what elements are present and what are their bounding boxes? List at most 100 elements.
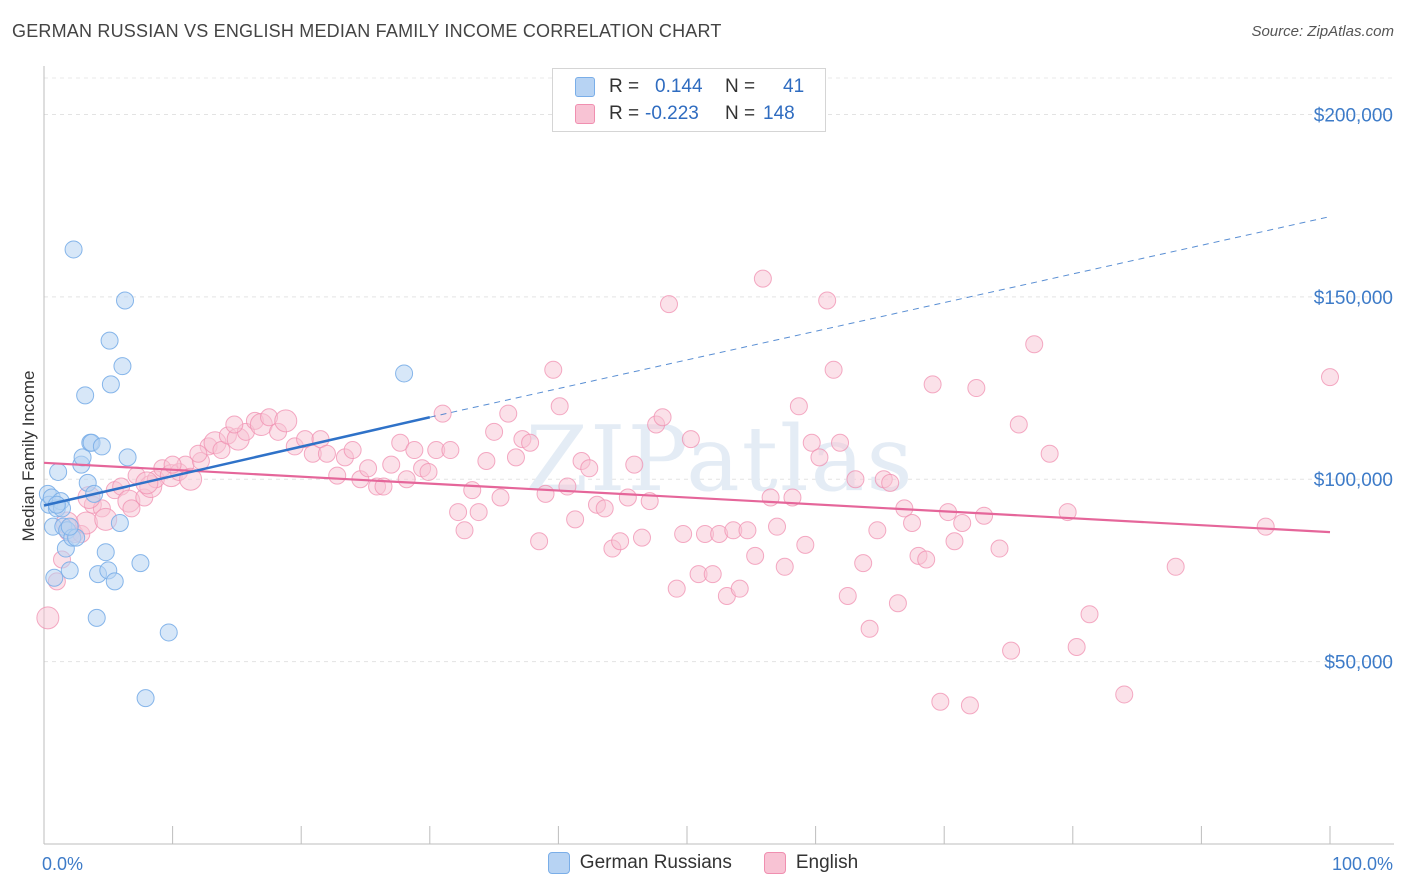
english-point <box>789 397 808 416</box>
german-russians-point <box>87 608 106 627</box>
english-point <box>449 503 468 522</box>
english-point <box>558 477 577 496</box>
legend-label-german-russians: German Russians <box>579 852 732 873</box>
english-point <box>521 433 540 452</box>
german-russians-point <box>100 331 119 350</box>
german-russians-points <box>38 240 414 708</box>
german-russians-point <box>110 514 129 533</box>
english-point <box>1256 517 1275 536</box>
english-point <box>491 488 510 507</box>
legend-r-value: -0.223 <box>645 103 699 124</box>
german-russians-point <box>118 448 137 467</box>
legend-r-label: R = <box>609 103 640 124</box>
english-point <box>761 488 780 507</box>
english-point <box>566 510 585 529</box>
english-point <box>674 524 693 543</box>
german-russians-point <box>60 517 79 536</box>
english-point <box>477 452 496 470</box>
english-point <box>653 408 672 427</box>
english-point <box>595 499 614 518</box>
english-point <box>1321 368 1339 387</box>
english-point <box>274 409 298 433</box>
english-point <box>536 484 555 503</box>
english-point <box>824 360 843 379</box>
y-tick-label: $200,000 <box>1314 105 1393 126</box>
y-tick-label: $100,000 <box>1314 470 1393 491</box>
english-point <box>1025 335 1044 354</box>
english-point <box>783 488 802 507</box>
english-point <box>405 441 424 460</box>
english-point <box>990 539 1009 558</box>
english-point <box>846 470 865 489</box>
english-point <box>122 499 141 518</box>
y-tick-labels: $50,000 $100,000 $150,000 $200,000 <box>1314 105 1393 673</box>
german-russians-point <box>96 543 115 562</box>
german-russians-point <box>101 375 120 394</box>
legend-row-english: R = -0.223 N = 148 <box>575 102 795 126</box>
english-point <box>463 481 482 500</box>
english-point <box>618 488 637 507</box>
legend-r-value: 0.144 <box>655 76 703 97</box>
german-russians-point <box>113 357 132 376</box>
english-point <box>36 606 60 630</box>
english-point <box>544 360 563 379</box>
legend-n-value: 41 <box>783 76 805 97</box>
german-russians-trend-extension <box>429 216 1331 418</box>
english-point <box>189 444 208 463</box>
english-point <box>611 532 630 551</box>
legend-n-label: N = <box>725 103 756 124</box>
german-russians-point <box>116 291 135 310</box>
english-point <box>775 557 794 576</box>
english-point <box>1080 605 1099 624</box>
english-legend-swatch <box>763 852 786 874</box>
english-point <box>1067 638 1086 657</box>
english-point <box>1166 557 1185 576</box>
english-point <box>854 554 873 573</box>
german-russians-point <box>49 462 68 481</box>
german-russians-point <box>131 554 150 573</box>
english-point <box>317 444 336 463</box>
german-russians-trend-line <box>43 416 431 507</box>
german-russians-point <box>136 689 155 708</box>
english-point <box>768 517 787 536</box>
english-point <box>499 404 518 423</box>
legend-n-label: N = <box>725 76 756 97</box>
english-point <box>343 441 362 460</box>
chart-title: GERMAN RUSSIAN VS ENGLISH MEDIAN FAMILY … <box>12 21 722 41</box>
english-point <box>485 422 504 441</box>
english-point <box>838 586 857 605</box>
english-point <box>868 521 887 540</box>
english-point <box>632 528 651 547</box>
english-point <box>802 433 821 452</box>
legend-n-value: 148 <box>763 103 795 124</box>
english-point <box>967 379 986 398</box>
english-point <box>441 441 460 460</box>
english-point <box>903 514 922 533</box>
english-point <box>667 579 686 598</box>
english-swatch <box>575 104 595 124</box>
german-russians-point <box>76 386 95 405</box>
english-point <box>1115 685 1134 704</box>
english-point <box>746 546 765 565</box>
english-point <box>738 521 757 540</box>
english-point <box>659 295 678 314</box>
legend-label-english: English <box>795 852 859 873</box>
german-russians-point <box>92 437 111 456</box>
y-tick-label: $150,000 <box>1314 288 1393 309</box>
english-point <box>433 404 452 423</box>
german-russians-point <box>159 623 178 642</box>
german-russians-point <box>105 572 124 591</box>
legend-item-english: English <box>763 852 859 874</box>
source-label: Source: ZipAtlas.com <box>1251 23 1394 40</box>
english-point <box>818 291 837 310</box>
english-point <box>455 521 474 540</box>
x-tick-labels: 0.0% 100.0% <box>42 854 1393 874</box>
english-point <box>328 466 347 485</box>
english-point <box>753 269 772 288</box>
english-trend-line <box>43 461 1331 534</box>
english-point <box>953 514 972 533</box>
german-russians-point <box>45 568 64 587</box>
english-point <box>469 503 488 522</box>
german-russians-swatch <box>575 77 595 97</box>
english-point <box>225 415 244 434</box>
